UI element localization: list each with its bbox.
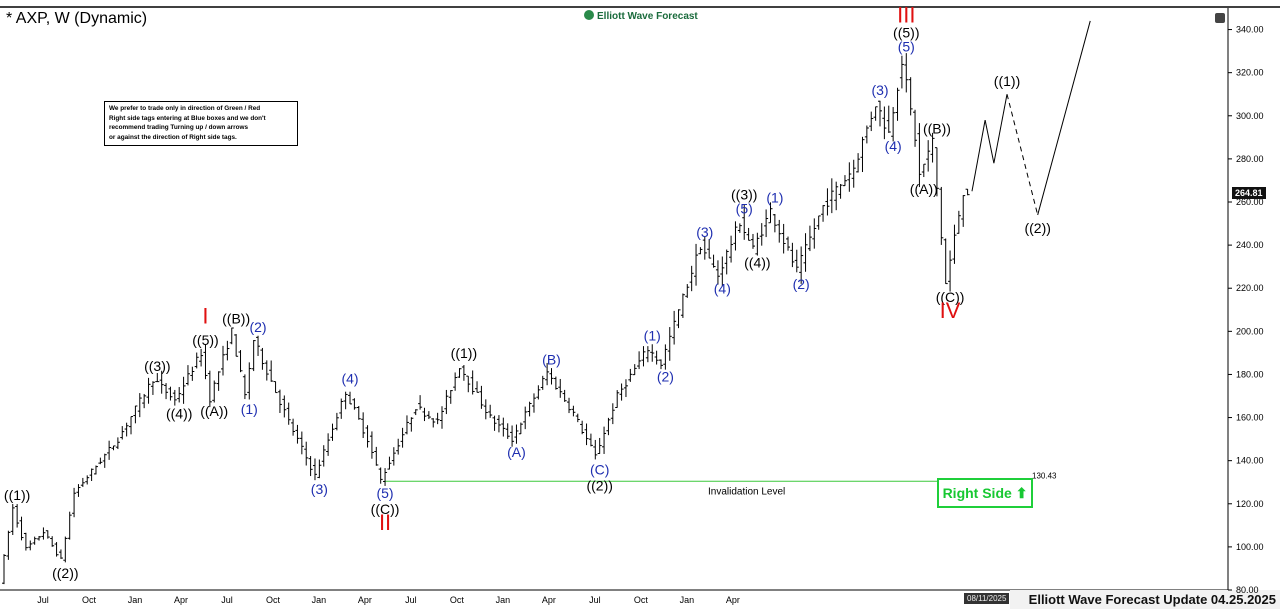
wave-label: ((4))	[166, 405, 192, 421]
wave-label: ((1))	[451, 345, 477, 361]
projection-line	[993, 94, 1008, 164]
y-tick-label: 240.00	[1236, 240, 1264, 250]
y-tick-label: 140.00	[1236, 456, 1264, 466]
wave-label: ((B))	[923, 121, 951, 137]
x-tick-label: Jan	[312, 595, 327, 605]
wave-label: (5)	[898, 39, 915, 55]
y-tick-label: 200.00	[1236, 326, 1264, 336]
x-tick-label: Oct	[266, 595, 281, 605]
x-tick-label: Oct	[450, 595, 465, 605]
x-tick-label: Apr	[174, 595, 188, 605]
wave-label: ((A))	[200, 403, 228, 419]
x-tick-label: Jan	[496, 595, 511, 605]
wave-label: (5)	[736, 200, 753, 216]
x-tick-label: Oct	[82, 595, 97, 605]
logo-text: Elliott Wave Forecast	[597, 11, 698, 22]
trading-note: We prefer to trade only in direction of …	[104, 101, 298, 146]
wave-label: (5)	[376, 485, 393, 501]
wave-label: II	[379, 510, 391, 535]
note-line: We prefer to trade only in direction of …	[109, 105, 261, 112]
wave-label: ((1))	[4, 487, 30, 503]
invalidation-label: Invalidation Level	[708, 486, 785, 497]
right-side-label: Right Side	[942, 485, 1012, 501]
wave-label: (4)	[714, 280, 731, 296]
note-line: recommend trading Turning up / down arro…	[109, 124, 249, 131]
wave-label: (2)	[793, 276, 810, 292]
wave-label: ((4))	[744, 254, 770, 270]
y-tick-label: 260.00	[1236, 197, 1264, 207]
y-tick-label: 280.00	[1236, 154, 1264, 164]
x-tick-label: Jul	[405, 595, 417, 605]
wave-label: ((5))	[192, 332, 218, 348]
projection-line-dashed	[1006, 94, 1039, 216]
y-tick-label: 100.00	[1236, 542, 1264, 552]
wave-label: ((A))	[910, 181, 938, 197]
wave-label: (1)	[766, 190, 783, 206]
note-line: or against the direction of Right side t…	[109, 133, 237, 141]
last-price-tag: 264.81	[1232, 187, 1266, 199]
cursor-date-box: 08/11/2025	[964, 593, 1010, 604]
wave-label: (4)	[341, 371, 358, 387]
y-tick-label: 180.00	[1236, 369, 1264, 379]
y-tick-label: 120.00	[1236, 499, 1264, 509]
wave-label: (3)	[871, 82, 888, 98]
x-tick-label: Apr	[726, 595, 740, 605]
right-side-tag: Right Side ⬆	[937, 478, 1033, 508]
chart-title: * AXP, W (Dynamic)	[6, 10, 148, 27]
y-tick-label: 80.00	[1236, 585, 1259, 595]
projection-line	[1037, 20, 1091, 216]
brand-logo: Elliott Wave Forecast	[584, 10, 698, 22]
up-arrow-icon: ⬆	[1015, 484, 1028, 501]
wave-label: ((5))	[893, 25, 919, 41]
x-tick-label: Apr	[542, 595, 556, 605]
footer-title: Elliott Wave Forecast Update 04.25.2025	[1028, 592, 1276, 607]
x-tick-label: Jul	[37, 595, 49, 605]
wave-label: (B)	[542, 351, 561, 367]
wave-label: ((1))	[994, 73, 1020, 89]
x-tick-label: Jan	[680, 595, 695, 605]
invalidation-price: 130.43	[1032, 471, 1057, 480]
y-tick-label: 300.00	[1236, 111, 1264, 121]
wave-label: I	[202, 303, 208, 328]
projection-line	[971, 119, 986, 192]
x-tick-label: Jul	[589, 595, 601, 605]
x-tick-label: Jul	[221, 595, 233, 605]
wave-label: ((B))	[222, 310, 250, 326]
y-tick-label: 220.00	[1236, 283, 1264, 293]
y-tick-label: 160.00	[1236, 413, 1264, 423]
note-line: Right side tags entering at Blue boxes a…	[109, 114, 266, 122]
wave-label: (1)	[644, 328, 661, 344]
wave-label: ((2))	[52, 565, 78, 581]
settings-icon[interactable]	[1215, 13, 1225, 23]
wave-label: III	[897, 3, 915, 28]
wave-label: (A)	[507, 444, 526, 460]
projection-line	[984, 119, 995, 164]
wave-label: (C)	[590, 461, 609, 477]
x-tick-label: Oct	[634, 595, 649, 605]
wave-label: IV	[940, 298, 961, 323]
wave-label: ((3))	[731, 186, 757, 202]
wave-label: (1)	[241, 401, 258, 417]
wave-label: ((C))	[936, 289, 965, 305]
wave-label: ((3))	[144, 358, 170, 374]
wave-label: ((2))	[586, 477, 612, 493]
wave-label: (3)	[696, 224, 713, 240]
y-tick-label: 320.00	[1236, 68, 1264, 78]
wave-label: (2)	[657, 369, 674, 385]
x-tick-label: Jan	[128, 595, 143, 605]
wave-label: (2)	[249, 319, 266, 335]
wave-label: (4)	[885, 138, 902, 154]
logo-icon	[584, 10, 594, 20]
y-tick-label: 340.00	[1236, 25, 1264, 35]
wave-label: (3)	[311, 481, 328, 497]
wave-label: ((C))	[371, 501, 400, 517]
x-tick-label: Apr	[358, 595, 372, 605]
footer-background	[1010, 590, 1280, 609]
wave-label: ((2))	[1024, 220, 1050, 236]
